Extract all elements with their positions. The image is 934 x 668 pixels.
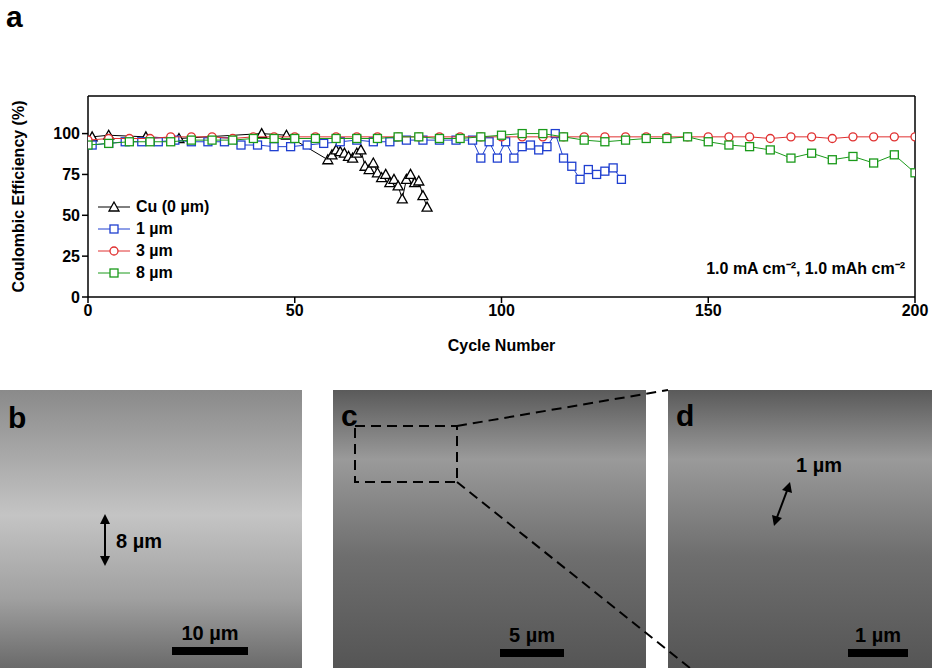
html-text:a: a <box>6 0 23 33</box>
svg-text:25: 25 <box>62 248 80 265</box>
svg-text:100: 100 <box>53 125 80 142</box>
html-text:1 µm: 1 µm <box>136 220 173 237</box>
svg-text:75: 75 <box>62 166 80 183</box>
html-text:8 µm: 8 µm <box>136 264 173 281</box>
svg-text:c: c <box>341 399 358 432</box>
svg-text:1 µm: 1 µm <box>796 454 842 476</box>
svg-text:Coulombic Efficiency (%): Coulombic Efficiency (%) <box>10 100 27 292</box>
svg-text:50: 50 <box>286 302 304 319</box>
svg-text:150: 150 <box>695 302 722 319</box>
svg-text:b: b <box>8 401 26 434</box>
svg-text:1 µm: 1 µm <box>855 624 901 646</box>
svg-text:8 µm: 8 µm <box>116 530 162 552</box>
svg-text:0: 0 <box>84 302 93 319</box>
svg-text:0: 0 <box>71 289 80 306</box>
svg-text:100: 100 <box>488 302 515 319</box>
svg-text:d: d <box>676 399 694 432</box>
svg-text:5 µm: 5 µm <box>509 624 555 646</box>
svg-text:Cycle Number: Cycle Number <box>448 337 556 354</box>
svg-text:50: 50 <box>62 207 80 224</box>
html-text:Cu (0 µm): Cu (0 µm) <box>136 198 210 215</box>
html-text:3 µm: 3 µm <box>136 242 173 259</box>
html-text:1.0 mA cm⁻², 1.0 mAh cm⁻²: 1.0 mA cm⁻², 1.0 mAh cm⁻² <box>706 260 905 277</box>
svg-text:200: 200 <box>902 302 929 319</box>
svg-text:10 µm: 10 µm <box>181 622 238 644</box>
